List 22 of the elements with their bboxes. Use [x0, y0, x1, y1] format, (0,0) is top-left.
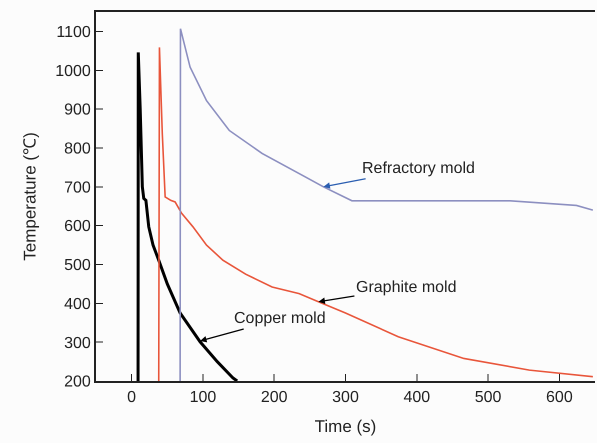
x-tick-label: 0 — [127, 389, 136, 406]
y-tick-label: 300 — [64, 334, 91, 352]
annotation: Copper mold — [234, 310, 326, 327]
x-tick-label: 500 — [474, 389, 502, 406]
y-tick-label: 200 — [64, 374, 91, 391]
annotation: Refractory mold — [362, 160, 475, 177]
y-tick-label: 500 — [64, 257, 91, 274]
x-axis-title: Time (s) — [314, 417, 376, 436]
x-tick-label: 100 — [190, 389, 216, 406]
y-tick-label: 600 — [64, 218, 91, 236]
y-tick-label: 400 — [64, 296, 91, 313]
annotation: Graphite mold — [356, 279, 456, 296]
y-tick-label: 1100 — [56, 24, 91, 42]
y-tick-label: 1000 — [55, 62, 91, 80]
y-tick-label: 800 — [64, 140, 91, 158]
x-tick-label: 300 — [332, 389, 359, 406]
y-axis-title: Temperature (℃) — [20, 132, 40, 261]
y-tick-label: 700 — [64, 179, 91, 196]
x-tick-label: 400 — [403, 389, 430, 406]
y-tick-label: 900 — [64, 102, 91, 119]
x-tick-label: 600 — [546, 389, 573, 406]
x-tick-label: 200 — [260, 389, 288, 406]
